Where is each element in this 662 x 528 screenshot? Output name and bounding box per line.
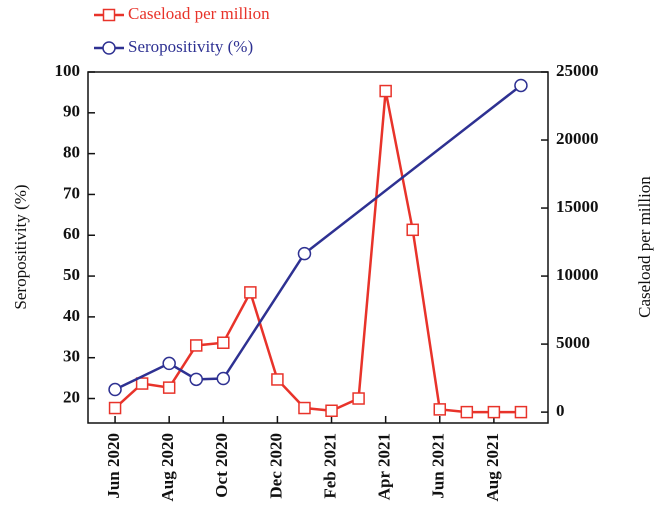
- marker: [162, 381, 176, 394]
- marker: [379, 84, 392, 98]
- marker: [189, 372, 203, 387]
- y-tick-label: 50: [63, 265, 80, 284]
- marker: [189, 339, 203, 352]
- y-tick-label: 80: [63, 143, 80, 162]
- marker: [108, 401, 122, 415]
- x-tick-label: Jun 2021: [429, 433, 448, 499]
- marker: [271, 373, 284, 386]
- y2-tick-label: 5000: [556, 333, 590, 352]
- y2-tick-label: 20000: [556, 129, 599, 148]
- marker: [433, 403, 447, 416]
- y2-tick-label: 0: [556, 401, 565, 420]
- marker: [298, 401, 311, 415]
- y-tick-label: 60: [63, 224, 80, 243]
- series-line: [114, 84, 522, 391]
- marker: [352, 392, 365, 405]
- marker: [244, 286, 257, 299]
- marker: [406, 223, 419, 237]
- marker: [217, 336, 230, 349]
- marker: [216, 371, 231, 386]
- y-axis-title: Seropositivity (%): [11, 184, 30, 309]
- marker: [460, 405, 474, 419]
- y-tick-label: 40: [63, 306, 80, 325]
- x-tick-label: Aug 2021: [483, 433, 502, 501]
- x-tick-label: Feb 2021: [320, 433, 339, 499]
- y2-tick-label: 15000: [556, 197, 599, 216]
- legend-label: Caseload per million: [128, 4, 270, 23]
- y-tick-label: 20: [63, 387, 80, 406]
- y-tick-label: 100: [55, 61, 81, 80]
- x-tick-label: Oct 2020: [212, 433, 231, 498]
- legend-label: Seropositivity (%): [128, 37, 253, 56]
- x-tick-label: Jun 2020: [104, 433, 123, 499]
- y-tick-label: 70: [63, 183, 80, 202]
- y2-tick-label: 25000: [556, 61, 599, 80]
- x-tick-label: Dec 2020: [266, 433, 285, 499]
- x-tick-label: Apr 2021: [375, 433, 394, 500]
- y-tick-label: 30: [63, 347, 80, 366]
- marker: [108, 382, 122, 397]
- y-tick-label: 90: [63, 102, 80, 121]
- marker: [514, 78, 528, 93]
- series-line: [114, 90, 521, 414]
- marker: [514, 405, 528, 419]
- marker: [325, 404, 338, 418]
- plot-frame: [87, 71, 549, 424]
- marker: [487, 405, 501, 419]
- x-tick-label: Aug 2020: [158, 433, 177, 501]
- marker: [297, 246, 312, 261]
- marker: [162, 356, 176, 371]
- legend-marker: [102, 8, 116, 22]
- marker: [135, 377, 149, 390]
- y2-tick-label: 10000: [556, 265, 599, 284]
- y2-axis-title: Caseload per million: [635, 176, 654, 318]
- legend-marker: [102, 41, 116, 55]
